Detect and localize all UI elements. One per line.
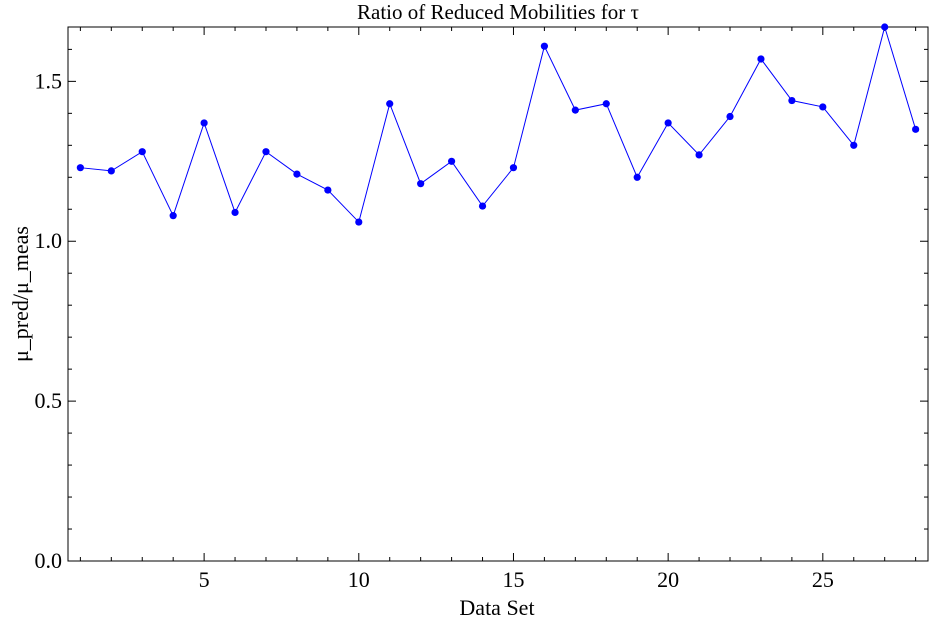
data-point [478,202,487,210]
x-axis-label: Data Set [459,595,534,620]
data-point [850,141,858,149]
y-tick-label: 1.0 [35,228,63,253]
series-layer [76,23,920,226]
y-tick-label: 1.5 [35,68,63,93]
data-point [819,103,827,111]
data-point [788,96,796,105]
data-point [447,157,456,165]
data-point [664,119,672,127]
x-tick-label: 10 [348,567,370,592]
x-axis-ticks: 5 10 15 20 25 [79,27,917,592]
data-point [231,208,239,217]
data-point [355,218,363,226]
data-point [138,148,146,156]
data-point [169,212,177,220]
data-point [726,112,734,121]
data-point [386,100,394,108]
data-point [912,125,920,133]
data-point [757,55,765,63]
data-point [633,173,641,181]
x-tick-label: 5 [199,567,210,592]
data-point [293,170,301,178]
data-point [107,167,115,175]
y-tick-label: 0.0 [35,548,63,573]
chart-title: Ratio of Reduced Mobilities for τ [357,0,639,24]
series-line [80,25,917,224]
data-point [200,119,208,127]
y-tick-label: 0.5 [35,388,63,413]
data-point [417,180,425,188]
data-point [602,100,610,108]
x-tick-label: 15 [502,567,524,592]
x-tick-label: 25 [812,567,834,592]
data-point [571,106,579,114]
data-point [76,164,84,172]
data-point [324,186,332,194]
y-axis-ticks: 0.0 0.5 1.0 1.5 [35,48,928,573]
data-point [262,148,270,156]
x-tick-label: 20 [657,567,679,592]
plot-frame [67,26,929,562]
y-axis-label: μ_pred/μ_meas [8,226,33,362]
data-point [509,164,518,172]
data-point [540,42,549,50]
data-point [881,23,889,31]
data-point [695,151,703,159]
